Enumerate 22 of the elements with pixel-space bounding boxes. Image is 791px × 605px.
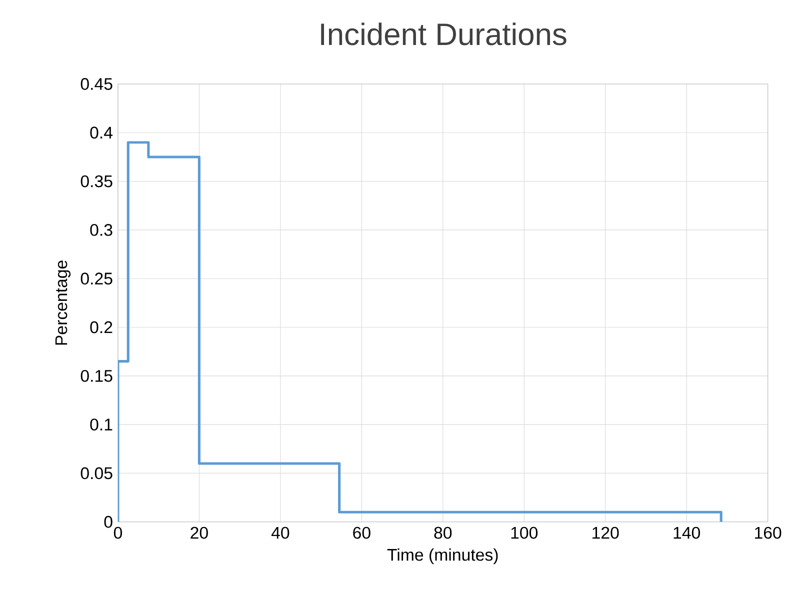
x-tick-label: 20 bbox=[190, 526, 208, 539]
y-tick-label: 0.05 bbox=[80, 467, 112, 480]
y-tick-label: 0.15 bbox=[80, 370, 112, 382]
x-tick-label: 60 bbox=[353, 526, 370, 539]
x-axis-title: Time (minutes) bbox=[387, 548, 498, 564]
x-tick-label: 140 bbox=[674, 526, 700, 539]
y-tick-label: 0.2 bbox=[90, 321, 112, 334]
x-tick-label: 40 bbox=[271, 526, 290, 539]
x-tick-label: 120 bbox=[592, 526, 619, 539]
y-tick-label: 0.4 bbox=[90, 126, 113, 139]
x-tick-label: 100 bbox=[511, 526, 538, 539]
chart-title: Incident Durations bbox=[321, 22, 566, 46]
x-tick-label: 160 bbox=[755, 526, 782, 539]
y-tick-label: 0.45 bbox=[80, 78, 112, 90]
y-tick-label: 0.3 bbox=[90, 224, 112, 236]
x-tick-label: 0 bbox=[114, 526, 122, 539]
y-tick-label: 0.1 bbox=[90, 418, 112, 431]
y-axis-title: Percentage bbox=[55, 260, 71, 345]
y-tick-label: 0.25 bbox=[80, 272, 112, 285]
y-tick-label: 0 bbox=[104, 516, 112, 528]
y-tick-label: 0.35 bbox=[80, 175, 112, 188]
x-tick-label: 80 bbox=[434, 526, 452, 539]
